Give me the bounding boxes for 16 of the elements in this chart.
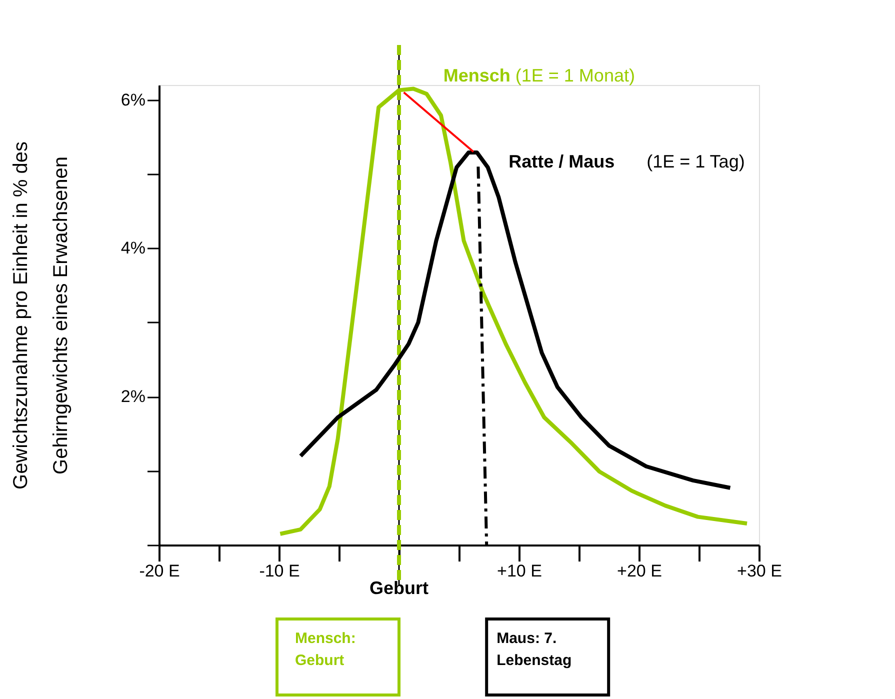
x-tick-label: +30 E <box>737 562 782 580</box>
y-axis-title: Gewichtszunahme pro Einheit in % des Gehirngewichts eines Erwachsenen <box>10 142 72 490</box>
series-label: Ratte / Maus <box>508 152 615 172</box>
y-tick-label: 4% <box>120 238 146 258</box>
text: Mensch: Geburt <box>295 630 356 669</box>
annotation: (1E = 1 Tag) <box>646 152 745 172</box>
annotation: (1E = 1 Monat) <box>515 66 635 86</box>
x-tick-label: -20 E <box>139 562 180 580</box>
x-tick-label: +10 E <box>497 562 542 580</box>
x-tick-label: +20 E <box>617 562 662 580</box>
series-label: Mensch <box>443 66 510 86</box>
y-tick-label: 6% <box>120 90 146 110</box>
text: Maus: 7. Lebenstag <box>496 630 572 669</box>
y-tick-label: 2% <box>120 387 146 406</box>
x-tick-label: -10 E <box>259 562 300 580</box>
text: Geburt <box>369 578 429 598</box>
